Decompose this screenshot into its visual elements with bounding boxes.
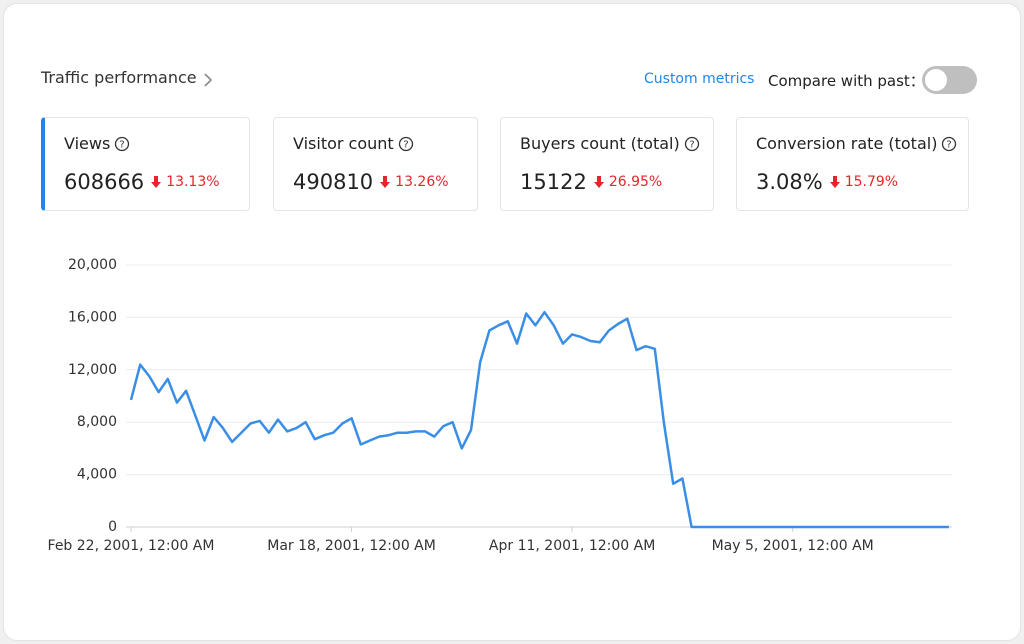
custom-metrics-link[interactable]: Custom metrics	[644, 71, 755, 87]
svg-text:?: ?	[689, 139, 694, 150]
metric-change: 26.95%	[608, 174, 663, 190]
metric-value-row: 608666 13.13%	[64, 170, 220, 194]
x-tick-label: Apr 11, 2001, 12:00 AM	[489, 538, 655, 554]
metric-card[interactable]: Buyers count (total)? 15122 26.95%	[500, 117, 714, 211]
metric-change: 13.26%	[395, 174, 449, 190]
metric-label-row: Buyers count (total)?	[520, 134, 700, 153]
y-tick-label: 12,000	[68, 362, 117, 378]
down-arrow-icon	[829, 176, 840, 188]
y-tick-label: 20,000	[68, 257, 117, 273]
x-tick-label: Mar 18, 2001, 12:00 AM	[267, 538, 436, 554]
metric-change-row: 15.79%	[829, 174, 898, 190]
metric-label-row: Views?	[64, 134, 130, 153]
panel: Traffic performance Custom metrics Compa…	[3, 3, 1021, 641]
metric-change-row: 26.95%	[593, 174, 662, 190]
metric-value: 3.08%	[756, 170, 823, 194]
metric-card[interactable]: Views? 608666 13.13%	[41, 117, 250, 211]
chart: 0 4,000 8,000 12,000 16,000 20,000 Feb 22, 200…	[48, 257, 952, 554]
metric-label-row: Visitor count?	[293, 134, 414, 153]
y-tick-label: 8,000	[77, 414, 117, 430]
svg-text:?: ?	[403, 139, 408, 150]
help-icon[interactable]: ?	[114, 136, 130, 152]
metric-card[interactable]: Visitor count? 490810 13.26%	[273, 117, 478, 211]
help-icon[interactable]: ?	[684, 136, 700, 152]
metric-change: 15.79%	[844, 174, 899, 190]
metric-change: 13.13%	[166, 174, 220, 190]
down-arrow-icon	[380, 176, 391, 188]
metric-value: 608666	[64, 170, 145, 194]
metric-label: Buyers count (total)	[520, 134, 680, 153]
metric-label-row: Conversion rate (total)?	[756, 134, 957, 153]
data-line	[129, 310, 949, 529]
svg-text:?: ?	[947, 139, 952, 150]
metric-change-row: 13.13%	[150, 174, 220, 190]
metric-value: 490810	[293, 170, 374, 194]
svg-text:?: ?	[120, 139, 125, 150]
metric-label: Conversion rate (total)	[756, 134, 938, 153]
metric-value-row: 490810 13.26%	[293, 170, 449, 194]
x-tick-label: May 5, 2001, 12:00 AM	[712, 538, 874, 554]
down-arrow-icon	[151, 176, 162, 188]
metric-value: 15122	[520, 170, 587, 194]
down-arrow-icon	[593, 176, 604, 188]
y-tick-label: 4,000	[77, 467, 117, 483]
metric-label: Visitor count	[293, 134, 394, 153]
panel-title[interactable]: Traffic performance	[41, 68, 197, 87]
x-tick-label: Feb 22, 2001, 12:00 AM	[48, 538, 215, 554]
y-tick-label: 16,000	[68, 309, 117, 325]
metric-card[interactable]: Conversion rate (total)? 3.08% 15.79%	[736, 117, 969, 211]
metric-value-row: 3.08% 15.79%	[756, 170, 898, 194]
metric-change-row: 13.26%	[379, 174, 449, 190]
compare-toggle[interactable]	[922, 66, 977, 94]
help-icon[interactable]: ?	[398, 136, 414, 152]
metric-label: Views	[64, 134, 111, 153]
y-tick-label: 0	[108, 519, 117, 535]
help-icon[interactable]: ?	[941, 136, 957, 152]
metric-value-row: 15122 26.95%	[520, 170, 662, 194]
compare-label: Compare with past：	[768, 72, 925, 90]
chevron-icon[interactable]	[202, 70, 214, 90]
